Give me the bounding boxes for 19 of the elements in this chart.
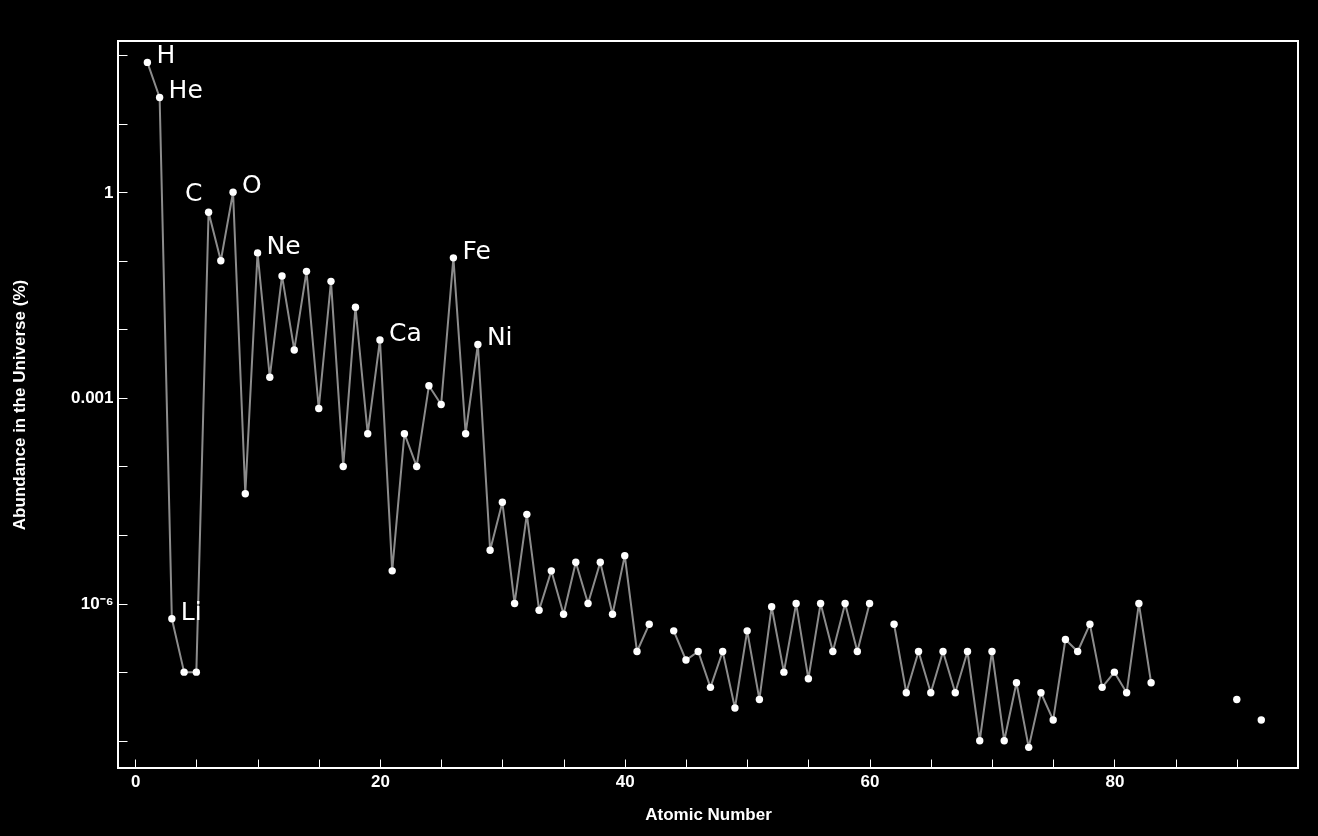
annotation: He <box>168 75 203 105</box>
x-tick-label: 80 <box>1105 771 1125 791</box>
annotation: Fe <box>462 235 491 265</box>
x-tick-label: 40 <box>615 771 635 791</box>
y-tick-label: 0.001 <box>70 388 114 408</box>
annotation: Li <box>180 596 202 626</box>
x-tick-label: 60 <box>860 771 880 791</box>
x-axis-title: Atomic Number <box>645 804 773 824</box>
annotation: C <box>185 178 203 208</box>
annotation: O <box>242 170 262 200</box>
x-tick-label: 0 <box>130 771 141 791</box>
annotation: H <box>156 40 176 70</box>
annotation: Ni <box>486 322 513 352</box>
y-axis-title: Abundance in the Universe (%) <box>9 279 29 531</box>
annotation: Ne <box>266 230 301 260</box>
annotation: Ca <box>388 317 422 347</box>
y-tick-label: 10⁻⁶ <box>80 594 114 614</box>
y-tick-label: 1 <box>104 182 114 202</box>
x-tick-label: 20 <box>370 771 390 791</box>
